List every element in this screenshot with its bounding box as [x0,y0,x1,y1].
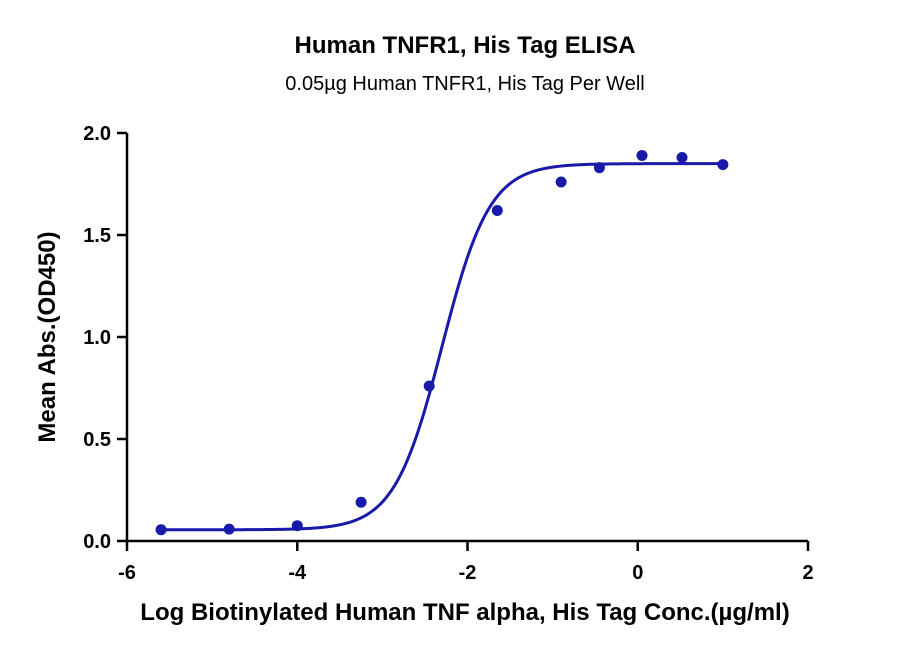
data-points [155,149,729,536]
data-point [593,162,605,174]
chart-subtitle: 0.05µg Human TNFR1, His Tag Per Well [285,73,644,95]
data-point [491,205,503,217]
data-point [423,380,435,392]
y-tick-label: 1.0 [83,327,111,349]
x-tick-label: 0 [632,562,643,584]
y-axis-label: Mean Abs.(OD450) [34,231,61,442]
x-tick-label: -6 [118,562,136,584]
data-point [555,176,567,188]
data-point [676,151,688,163]
data-point [155,524,167,536]
data-point [291,520,303,532]
tick-labels: -6 -4 -2 0 2 0.0 0.5 1.0 1.5 2.0 [83,123,813,584]
data-point [355,496,367,508]
y-tick-label: 0.0 [83,531,111,553]
data-point [636,149,648,161]
axes [125,133,808,543]
x-tick-label: 2 [802,562,813,584]
x-tick-label: -4 [288,562,307,584]
y-tick-label: 0.5 [83,429,111,451]
chart-title: Human TNFR1, His Tag ELISA [295,32,636,59]
y-tick-label: 2.0 [83,123,111,145]
data-point [223,523,235,535]
x-axis-label: Log Biotinylated Human TNF alpha, His Ta… [140,599,789,626]
data-point [717,159,729,171]
ticks [117,131,810,551]
fit-curve [161,162,723,532]
x-tick-label: -2 [459,562,477,584]
y-tick-label: 1.5 [83,225,111,247]
